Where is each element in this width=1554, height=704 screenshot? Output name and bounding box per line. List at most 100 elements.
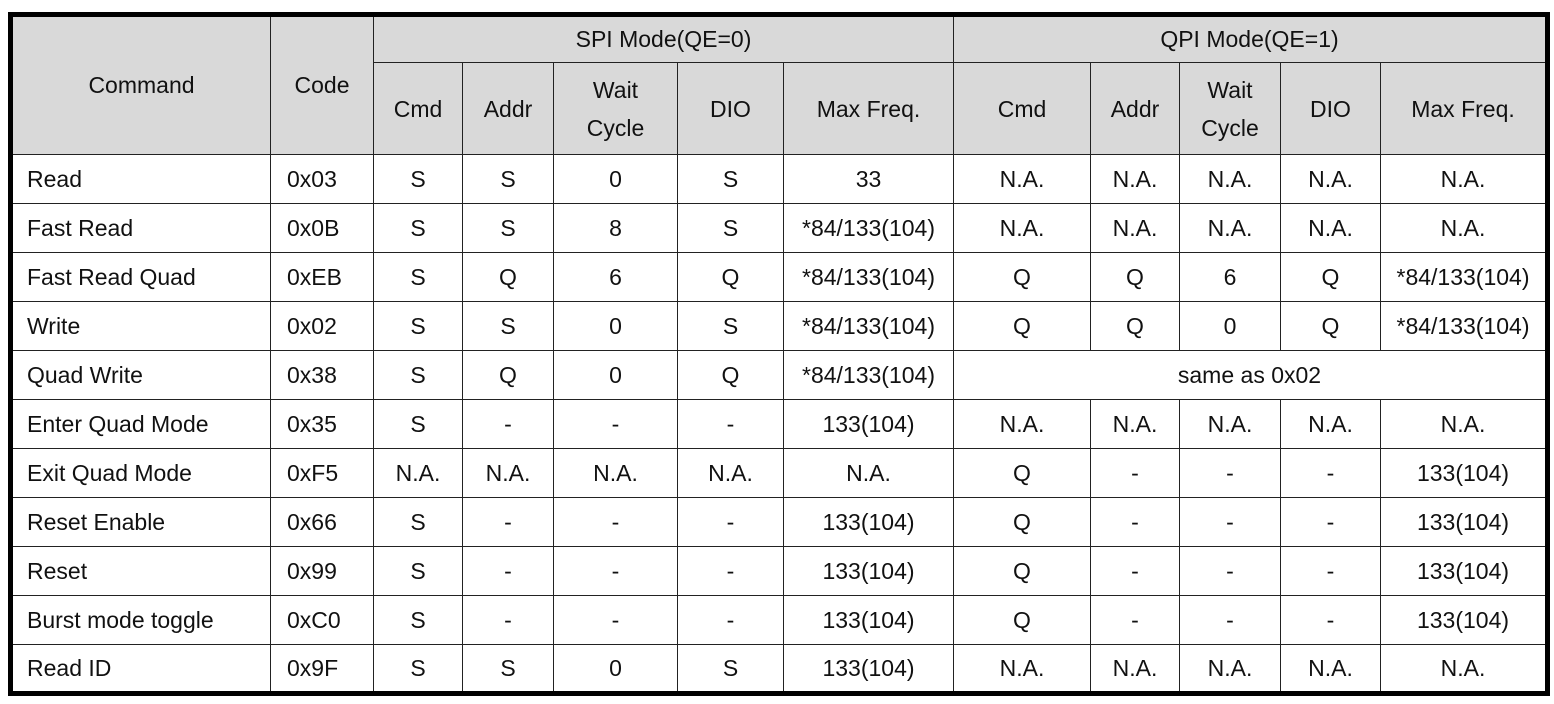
command-cell: Write: [10, 301, 271, 351]
spi-cell: S: [373, 301, 463, 351]
header-command: Command: [10, 14, 271, 155]
spi-cell: S: [373, 595, 463, 645]
qpi-cell: N.A.: [1179, 203, 1281, 253]
qpi-cell: *84/133(104): [1380, 252, 1548, 302]
table-row: Quad Write 0x38 S Q 0 Q *84/133(104) same as 0x…: [10, 350, 1548, 400]
spi-cell: *84/133(104): [783, 350, 954, 400]
qpi-cell: 0: [1179, 301, 1281, 351]
header-spi-dio: DIO: [677, 62, 784, 155]
qpi-cell: 133(104): [1380, 546, 1548, 596]
spi-cell: 133(104): [783, 399, 954, 449]
spi-cell: 0: [553, 154, 678, 204]
qpi-cell: -: [1179, 448, 1281, 498]
code-cell: 0x0B: [270, 203, 374, 253]
code-cell: 0x38: [270, 350, 374, 400]
command-cell: Enter Quad Mode: [10, 399, 271, 449]
spi-cell: Q: [462, 350, 554, 400]
header-qpi-max-freq: Max Freq.: [1380, 62, 1548, 155]
spi-cell: 0: [553, 644, 678, 694]
qpi-cell: -: [1280, 497, 1381, 547]
qpi-merged-cell: same as 0x02: [953, 350, 1548, 400]
qpi-cell: N.A.: [1280, 203, 1381, 253]
qpi-cell: Q: [953, 252, 1091, 302]
spi-cell: S: [677, 644, 784, 694]
table-row: Reset 0x99 S - - -133(104) Q - - -133(104): [10, 546, 1548, 596]
qpi-cell: Q: [953, 448, 1091, 498]
spi-cell: -: [677, 497, 784, 547]
spi-cell: 0: [553, 350, 678, 400]
spi-cell: Q: [462, 252, 554, 302]
code-cell: 0x99: [270, 546, 374, 596]
spi-cell: S: [462, 154, 554, 204]
spi-cell: -: [677, 546, 784, 596]
spi-cell: 0: [553, 301, 678, 351]
spi-cell: Q: [677, 252, 784, 302]
qpi-cell: 133(104): [1380, 497, 1548, 547]
qpi-cell: N.A.: [953, 203, 1091, 253]
qpi-cell: -: [1179, 497, 1281, 547]
table-row: Exit Quad Mode 0xF5 N.A. N.A. N.A. N.A. N.A. Q -…: [10, 448, 1548, 498]
qpi-cell: N.A.: [953, 644, 1091, 694]
code-cell: 0x03: [270, 154, 374, 204]
qpi-cell: -: [1280, 448, 1381, 498]
spi-cell: N.A.: [783, 448, 954, 498]
code-cell: 0xC0: [270, 595, 374, 645]
spi-cell: Q: [677, 350, 784, 400]
spi-cell: *84/133(104): [783, 301, 954, 351]
qpi-cell: N.A.: [1090, 154, 1180, 204]
header-code: Code: [270, 14, 374, 155]
command-cell: Read: [10, 154, 271, 204]
spi-cell: -: [462, 497, 554, 547]
qpi-cell: Q: [1090, 252, 1180, 302]
qpi-cell: 6: [1179, 252, 1281, 302]
spi-cell: S: [373, 350, 463, 400]
qpi-cell: N.A.: [1280, 644, 1381, 694]
qpi-cell: Q: [1280, 252, 1381, 302]
qpi-cell: N.A.: [1380, 399, 1548, 449]
spi-cell: 8: [553, 203, 678, 253]
spi-cell: 133(104): [783, 546, 954, 596]
spi-cell: *84/133(104): [783, 203, 954, 253]
table-row: Reset Enable 0x66 S - - -133(104) Q - - -133(104): [10, 497, 1548, 547]
spi-cell: S: [677, 301, 784, 351]
qpi-cell: Q: [1280, 301, 1381, 351]
qpi-cell: N.A.: [1179, 154, 1281, 204]
qpi-cell: 133(104): [1380, 448, 1548, 498]
header-qpi-wait-cycle: Wait Cycle: [1179, 62, 1281, 155]
spi-cell: -: [462, 595, 554, 645]
qpi-cell: -: [1090, 497, 1180, 547]
qpi-cell: Q: [953, 595, 1091, 645]
command-cell: Fast Read: [10, 203, 271, 253]
header-spi-addr: Addr: [462, 62, 554, 155]
qpi-cell: N.A.: [1380, 154, 1548, 204]
qpi-cell: -: [1090, 448, 1180, 498]
spi-cell: N.A.: [553, 448, 678, 498]
table-row: Read ID 0x9F S S 0 S 133(104) N.A. N.A. N.A. N.A. N…: [10, 644, 1548, 694]
header-spi-cmd: Cmd: [373, 62, 463, 155]
qpi-cell: N.A.: [1179, 644, 1281, 694]
code-cell: 0x02: [270, 301, 374, 351]
spi-cell: S: [373, 644, 463, 694]
table-row: Enter Quad Mode 0x35 S - - -133(104) N.A. N.A. N…: [10, 399, 1548, 449]
qpi-cell: -: [1090, 546, 1180, 596]
command-cell: Burst mode toggle: [10, 595, 271, 645]
qpi-cell: Q: [953, 497, 1091, 547]
command-cell: Fast Read Quad: [10, 252, 271, 302]
header-qpi-cmd: Cmd: [953, 62, 1091, 155]
spi-cell: 133(104): [783, 595, 954, 645]
spi-cell: N.A.: [677, 448, 784, 498]
spi-cell: S: [462, 203, 554, 253]
spi-cell: S: [373, 154, 463, 204]
table-row: Read 0x03 S S 0 S 33 N.A. N.A. N.A. N.A. N.A.: [10, 154, 1548, 204]
spi-cell: S: [373, 252, 463, 302]
spi-cell: -: [553, 595, 678, 645]
spi-cell: -: [553, 497, 678, 547]
qpi-cell: -: [1280, 595, 1381, 645]
qpi-cell: N.A.: [1090, 644, 1180, 694]
header-spi-wait-cycle: Wait Cycle: [553, 62, 678, 155]
spi-cell: 6: [553, 252, 678, 302]
spi-cell: -: [677, 399, 784, 449]
spi-cell: S: [373, 399, 463, 449]
qpi-cell: N.A.: [1380, 644, 1548, 694]
command-cell: Read ID: [10, 644, 271, 694]
